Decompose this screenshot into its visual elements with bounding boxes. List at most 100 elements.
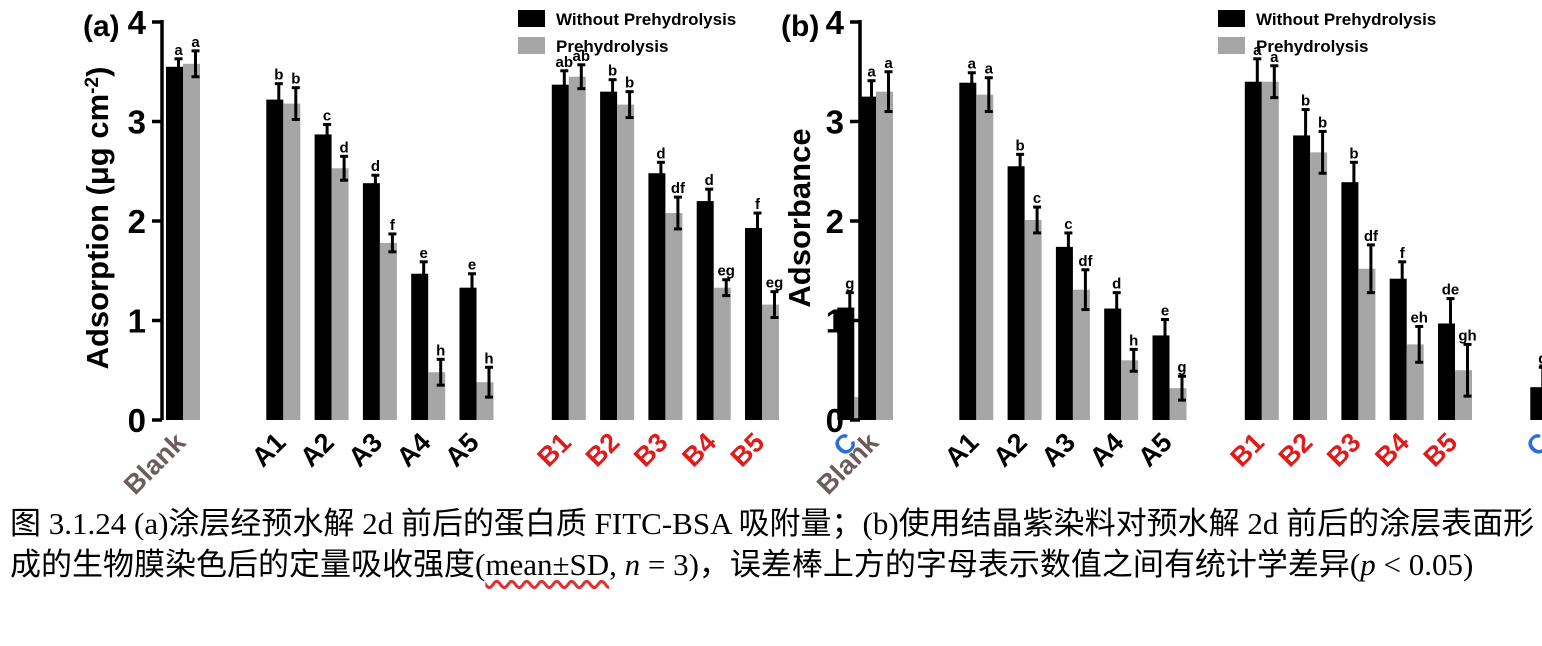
significance-letter: b [1301, 93, 1310, 110]
bar-Blank [166, 66, 183, 421]
x-tick-label: B1 [531, 427, 577, 473]
bar-A3 [362, 183, 380, 420]
significance-letter: a [174, 42, 183, 59]
significance-letter: g [845, 276, 854, 293]
significance-letter: b [608, 63, 617, 80]
x-tick-label: A4 [391, 427, 437, 473]
bar-A2 [1007, 166, 1025, 420]
bar-B4 [713, 287, 731, 420]
legend-swatch [518, 37, 545, 54]
significance-letter: df [671, 180, 686, 197]
x-tick-label: B3 [628, 427, 674, 473]
bar-B4 [1389, 278, 1407, 420]
bar-A4 [428, 372, 446, 420]
x-tick-label: A2 [987, 427, 1033, 473]
x-tick-label: B5 [1418, 427, 1464, 473]
significance-letter: a [985, 61, 994, 78]
significance-letter: b [274, 67, 283, 84]
bar-Blank [183, 63, 200, 420]
bar-A5 [1169, 388, 1187, 420]
bar-B5 [762, 304, 779, 420]
legend-label: Without Prehydrolysis [1256, 10, 1436, 29]
significance-letter: df [1364, 228, 1379, 245]
significance-letter: f [390, 217, 396, 234]
bar-A3 [1055, 246, 1073, 420]
significance-letter: d [371, 158, 380, 175]
bar-A1 [266, 99, 284, 421]
significance-letter: a [1270, 49, 1279, 66]
bar-B1 [551, 84, 569, 420]
y-tick-label: 1 [826, 303, 844, 340]
bar-A5 [1152, 335, 1170, 420]
bar-A5 [476, 382, 494, 420]
bar-B2 [600, 91, 618, 421]
x-tick-label: B4 [1369, 427, 1415, 473]
significance-letter: h [1129, 332, 1138, 349]
legend-label: Without Prehydrolysis [556, 10, 736, 29]
bar-A3 [379, 242, 397, 420]
significance-letter: df [1078, 253, 1093, 270]
caption-part-1: 图 3.1.24 (a)涂层经预水解 2d 前后的蛋白质 FITC-BSA 吸附… [10, 506, 1535, 582]
y-tick-label: 2 [826, 203, 844, 240]
significance-letter: e [1161, 303, 1169, 320]
y-axis-title: Adsorption (μg cm-2) [80, 67, 115, 370]
x-tick-label: B4 [676, 427, 722, 473]
y-tick-label: 0 [826, 402, 844, 439]
significance-letter: a [968, 56, 977, 73]
significance-letter: eh [1410, 309, 1428, 326]
x-tick-label: A3 [343, 427, 389, 473]
significance-letter: d [340, 139, 349, 156]
caption-part-3: = 3)，误差棒上方的字母表示数值之间有统计学差异( [640, 547, 1361, 582]
bar-A3 [1072, 289, 1090, 420]
x-tick-label: A1 [939, 427, 985, 473]
significance-letter: f [1400, 245, 1406, 262]
significance-letter: c [1033, 190, 1041, 207]
significance-letter: c [323, 107, 331, 124]
legend-swatch [1218, 37, 1245, 54]
bar-B5 [1438, 323, 1455, 420]
significance-letter: b [1349, 145, 1358, 162]
bar-C [837, 307, 855, 420]
significance-letter: ab [556, 54, 574, 71]
bar-Blank [859, 96, 876, 420]
significance-letter: ab [573, 48, 591, 65]
panel-label: (a) [83, 10, 120, 43]
y-tick-label: 3 [826, 104, 844, 141]
bar-B2 [617, 104, 635, 421]
significance-letter: e [468, 257, 476, 274]
chart-panel-b: 0 1 2 3 4 Adsorbance (b) Without Prehydrolysis P… [781, 4, 1542, 500]
bar-C [1530, 387, 1542, 420]
legend-label: Prehydrolysis [556, 37, 668, 56]
bar-B1 [1261, 81, 1279, 420]
x-tick-label: B2 [1273, 427, 1319, 473]
x-tick-label: A4 [1084, 427, 1130, 473]
significance-letter: b [1016, 137, 1025, 154]
panel-label: (b) [781, 10, 819, 43]
caption-part-4: < 0.05) [1375, 547, 1474, 582]
y-tick-label: 2 [128, 203, 146, 240]
caption-p: p [1360, 547, 1376, 582]
bar-Blank [876, 91, 893, 421]
significance-letter: a [191, 34, 200, 51]
bar-B5 [745, 227, 762, 420]
y-tick-label: 0 [128, 402, 146, 439]
significance-letter: g [1538, 350, 1542, 367]
x-tick-label: B2 [580, 427, 626, 473]
significance-letter: f [755, 196, 761, 213]
bar-A4 [1121, 360, 1139, 420]
y-tick-label: 4 [128, 4, 147, 41]
figure-caption: 图 3.1.24 (a)涂层经预水解 2d 前后的蛋白质 FITC-BSA 吸附… [10, 503, 1540, 585]
x-tick-label: A5 [1132, 427, 1178, 473]
caption-mean-sd: mean±SD [485, 547, 610, 582]
bar-A2 [331, 168, 349, 420]
bar-A2 [314, 134, 332, 420]
bar-A1 [283, 103, 301, 420]
x-tick-label: A1 [246, 427, 292, 473]
x-tick-label: A2 [294, 427, 340, 473]
significance-letter: a [884, 55, 893, 72]
x-tick-label: B5 [725, 427, 771, 473]
significance-letter: a [867, 64, 876, 81]
chart-panel-a: 0 1 2 3 4 Adsorption (μg cm-2) (a) Without Preh… [80, 4, 871, 500]
y-tick-label: 3 [128, 104, 146, 141]
x-tick-label: B1 [1224, 427, 1270, 473]
